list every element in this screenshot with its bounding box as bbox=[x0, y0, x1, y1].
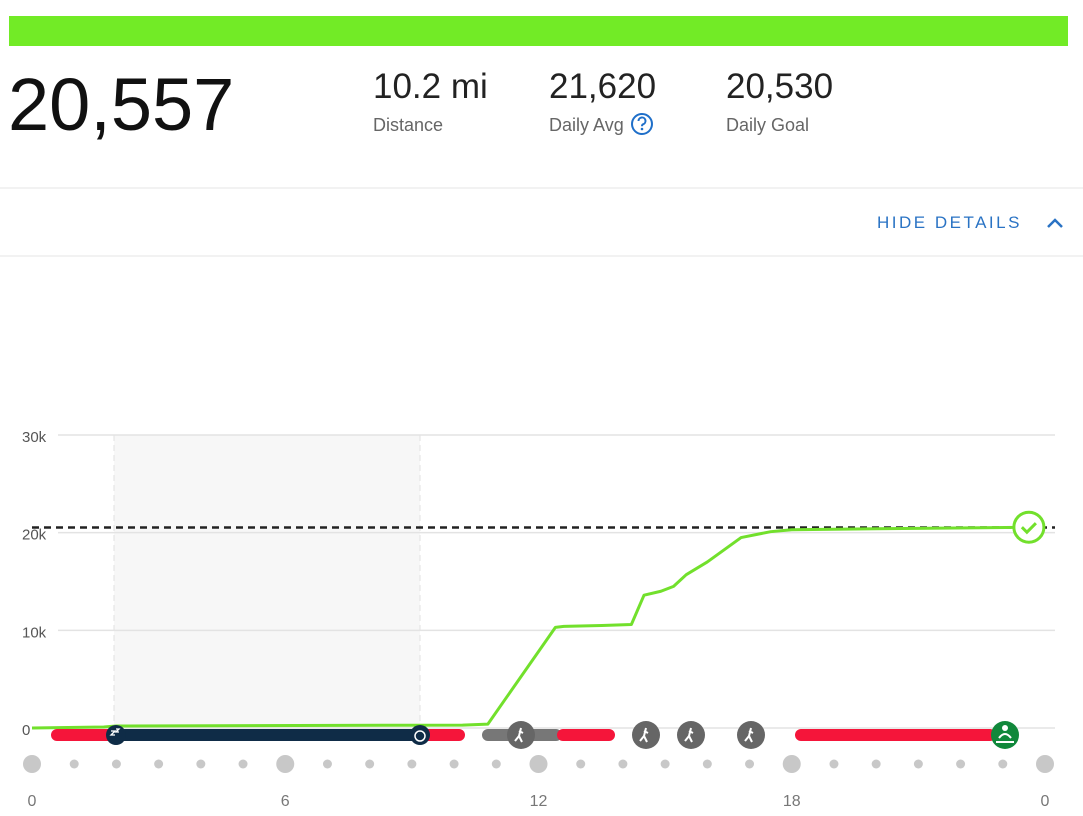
help-icon[interactable] bbox=[631, 113, 653, 135]
x-minor-dot bbox=[871, 759, 881, 769]
x-tick-label: 0 bbox=[1041, 793, 1050, 810]
y-tick-label: 10k bbox=[22, 624, 47, 641]
x-minor-dot bbox=[829, 759, 839, 769]
x-minor-dot bbox=[196, 759, 206, 769]
x-minor-dot bbox=[702, 759, 712, 769]
x-minor-dot bbox=[449, 759, 459, 769]
stat-value: 21,620 bbox=[549, 67, 656, 106]
x-minor-dot bbox=[111, 759, 121, 769]
stat-label: Distance bbox=[373, 115, 443, 135]
x-minor-dot bbox=[322, 759, 332, 769]
sleep-shade bbox=[114, 435, 420, 728]
y-tick-label: 30k bbox=[22, 429, 47, 446]
plot: 0 10k 20k 30k 0 6 12 18 0 bbox=[22, 429, 1055, 810]
x-minor-dot bbox=[238, 759, 248, 769]
goal-check-mark bbox=[1020, 522, 1037, 535]
x-minor-dot bbox=[576, 759, 586, 769]
hide-details[interactable]: HIDE DETAILS bbox=[877, 213, 1022, 232]
total-steps: 20,557 bbox=[8, 63, 234, 146]
activity-icons bbox=[106, 721, 1019, 749]
x-minor-dot bbox=[365, 759, 375, 769]
x-minor-dot bbox=[660, 759, 670, 769]
x-tick-label: 12 bbox=[530, 793, 548, 810]
x-minor-dot bbox=[69, 759, 79, 769]
x-minor-dot bbox=[491, 759, 501, 769]
x-minor-dot bbox=[407, 759, 417, 769]
steps-line bbox=[31, 525, 1024, 730]
x-minor-dot bbox=[998, 759, 1008, 769]
x-tick-dot bbox=[1036, 755, 1054, 773]
x-minor-dot bbox=[154, 759, 164, 769]
goal-check bbox=[1012, 510, 1046, 544]
x-tick-label: 6 bbox=[281, 793, 290, 810]
x-tick-dot bbox=[782, 755, 801, 773]
goal-check-circle bbox=[1012, 510, 1046, 544]
stat-value: 10.2 mi bbox=[373, 67, 488, 106]
x-minor-dot bbox=[745, 759, 755, 769]
x-tick-dot bbox=[529, 755, 548, 773]
y-tick-label: 20k bbox=[22, 527, 47, 544]
x-tick-dot bbox=[276, 755, 295, 773]
y-tick-label: 0 bbox=[22, 722, 30, 739]
x-minor-dot bbox=[956, 759, 966, 769]
x-tick-label: 0 bbox=[28, 793, 37, 810]
progress-bar bbox=[9, 16, 1068, 46]
chevron[interactable] bbox=[1047, 218, 1063, 228]
x-minor-dot bbox=[913, 759, 923, 769]
x-tick-dot bbox=[23, 755, 41, 773]
x-tick-label: 18 bbox=[783, 793, 801, 810]
x-minor-dot bbox=[618, 759, 628, 769]
stat-label: Daily Avg bbox=[549, 115, 624, 135]
stat-label: Daily Goal bbox=[726, 115, 809, 135]
stat-value: 20,530 bbox=[726, 67, 833, 106]
